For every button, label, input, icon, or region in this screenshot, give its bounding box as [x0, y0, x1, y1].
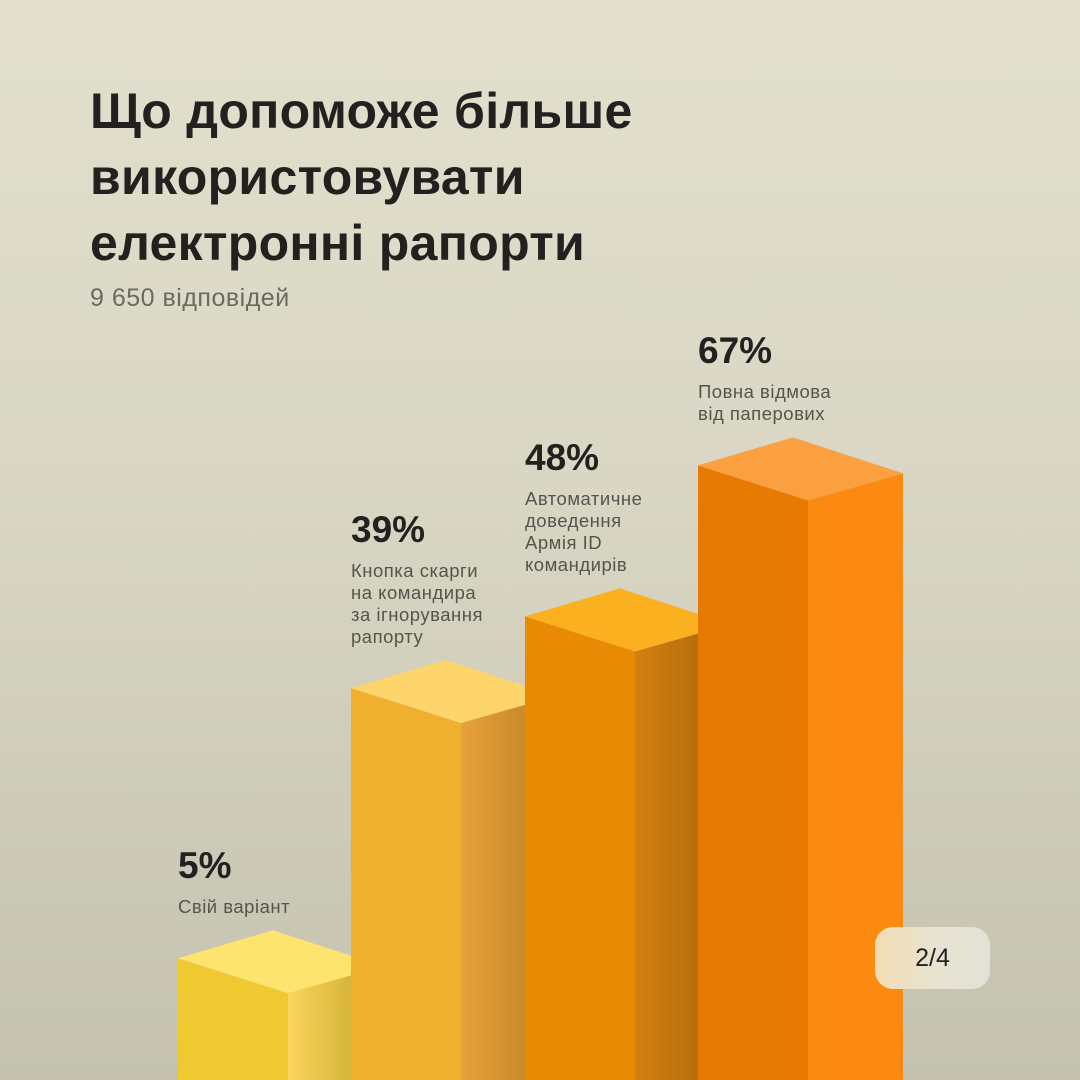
bar-front-face	[178, 958, 288, 1080]
value-label: 5%	[178, 845, 232, 887]
bar-label: 67% Повна відмова від паперових	[698, 331, 868, 425]
bar-top-face	[698, 437, 903, 501]
bar-label: 48% Автоматичне доведення Армія ID командирі…	[525, 438, 695, 576]
category-label: Свій варіант	[178, 896, 291, 918]
responses-count: 9 650 відповідей	[90, 284, 290, 312]
title-line: електронні рапорти	[90, 215, 586, 271]
bar-label: 5% Свій варіант	[178, 846, 348, 918]
page-indicator: 2/4	[875, 927, 990, 989]
value-label: 39%	[351, 508, 426, 550]
bar-top-face	[178, 930, 383, 994]
bar-front-face	[525, 616, 635, 1080]
title-line: Що допоможе більше	[90, 83, 633, 139]
title-line: використовувати	[90, 149, 525, 205]
bar-top-face	[351, 659, 556, 723]
value-label: 67%	[698, 330, 773, 372]
bar-label: 39% Кнопка скарги на командира за ігноруван…	[351, 508, 521, 648]
bar-front-face	[698, 465, 808, 1080]
value-label: 48%	[525, 437, 600, 479]
category-label: Автоматичне доведення Армія ID командирів	[525, 488, 643, 576]
page-title: Що допоможе більше використовувати елект…	[90, 78, 633, 276]
bar-front-face	[351, 687, 461, 1080]
category-label: Кнопка скарги на командира за ігнорування р…	[351, 559, 483, 647]
category-label: Повна відмова від паперових	[698, 381, 832, 425]
bar-side-face	[808, 473, 903, 1080]
bar-4	[698, 437, 903, 1080]
bar-top-face	[525, 588, 730, 652]
